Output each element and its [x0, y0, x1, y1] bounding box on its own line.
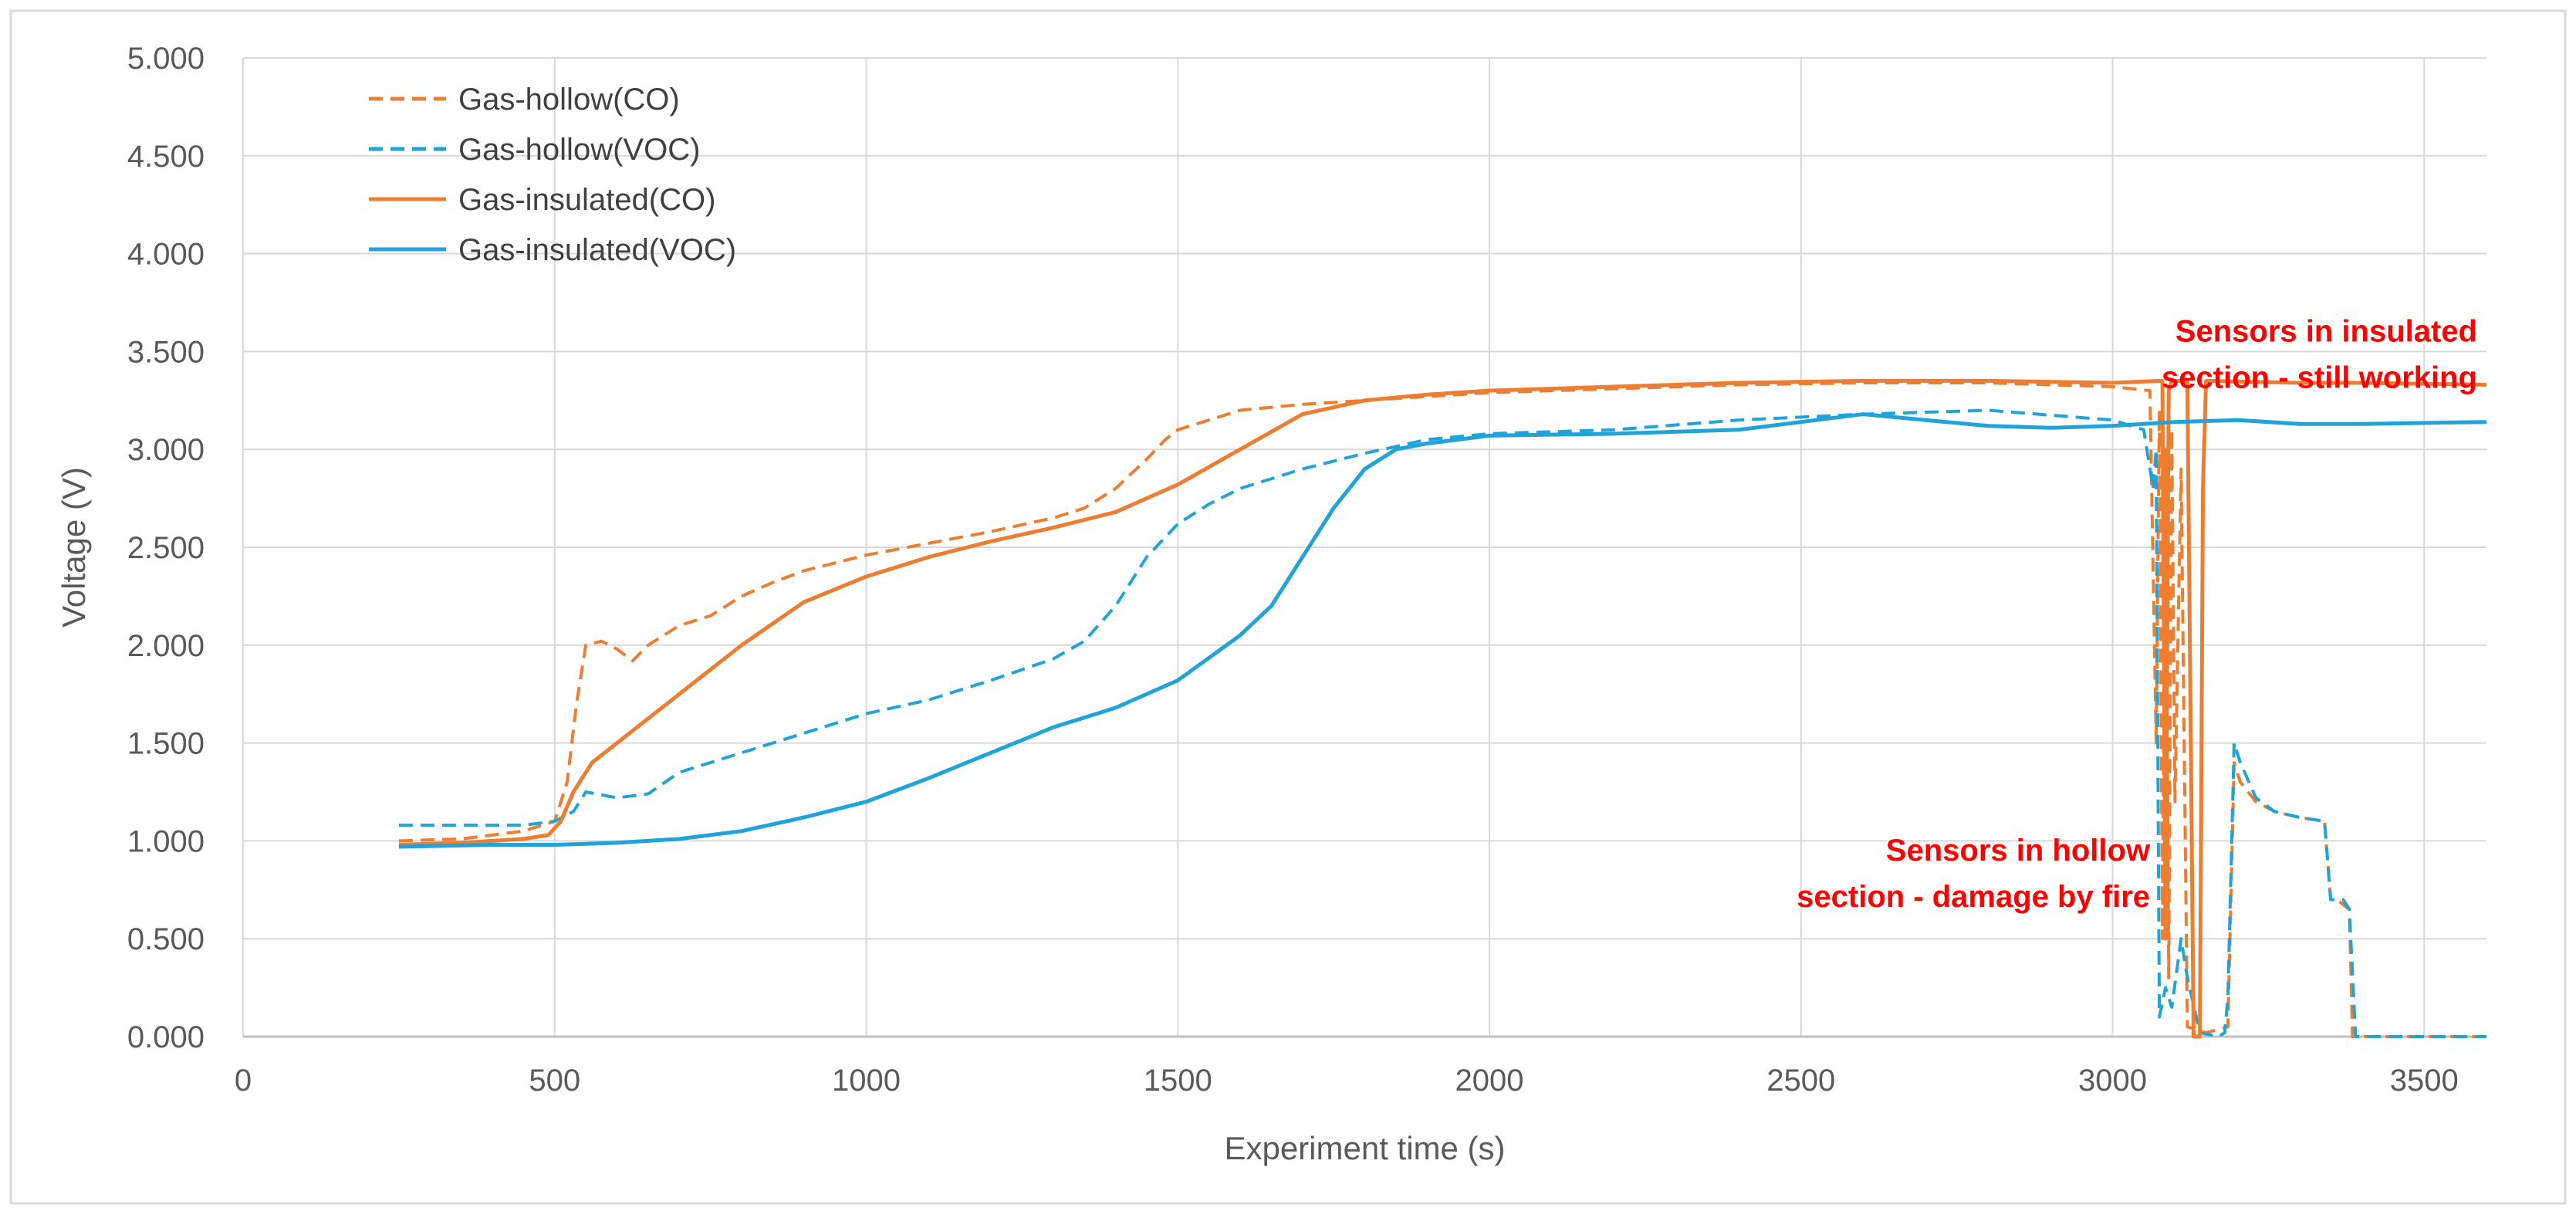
- y-tick-label: 1.000: [127, 824, 205, 858]
- y-tick-label: 3.500: [127, 335, 205, 369]
- x-axis-title: Experiment time (s): [1224, 1130, 1505, 1166]
- chart-background: [9, 9, 2567, 1205]
- annotation-text: Sensors in insulated: [2175, 315, 2477, 349]
- legend: Gas-hollow(CO) Gas-hollow(VOC) Gas-insulat…: [369, 83, 736, 267]
- series-line-gas-hollow-voc: [398, 408, 2486, 1038]
- annotations: Sensors in insulated section - still work…: [1797, 315, 2477, 914]
- legend-label: Gas-insulated(VOC): [458, 233, 736, 267]
- annotation-text: section - still working: [2162, 361, 2477, 395]
- annotation-text: Sensors in hollow: [1886, 834, 2151, 868]
- series-line-gas-insulated-co: [398, 378, 2487, 1039]
- y-tick-label: 2.500: [127, 531, 205, 565]
- x-tick-label: 1500: [1144, 1064, 1212, 1098]
- x-tick-label: 2500: [1766, 1064, 1835, 1098]
- x-tick-label: 2000: [1455, 1064, 1524, 1098]
- x-tick-label: 3000: [2078, 1064, 2147, 1098]
- y-tick-label: 0.500: [127, 922, 205, 956]
- series-lines: [398, 378, 2487, 1039]
- series-line-gas-insulated-voc: [398, 412, 2487, 849]
- tick-labels: 0.000 0.500 1.000 1.500 2.000 2.500 3.000 3.500…: [127, 42, 2459, 1098]
- x-tick-label: 0: [235, 1064, 252, 1098]
- legend-label: Gas-insulated(CO): [458, 183, 715, 217]
- gridlines: [242, 57, 2486, 1037]
- y-axis-title: Voltage (V): [56, 467, 92, 628]
- y-tick-label: 0.000: [127, 1020, 205, 1054]
- y-tick-label: 3.000: [127, 433, 205, 467]
- y-tick-label: 1.500: [127, 727, 205, 761]
- y-tick-label: 5.000: [127, 42, 205, 76]
- legend-label: Gas-hollow(CO): [458, 83, 680, 117]
- x-tick-label: 500: [529, 1064, 580, 1098]
- y-tick-label: 2.000: [127, 629, 205, 663]
- annotation-text: section - damage by fire: [1797, 880, 2150, 914]
- x-tick-label: 3500: [2390, 1064, 2459, 1098]
- y-tick-label: 4.500: [127, 140, 205, 174]
- y-tick-label: 4.000: [127, 238, 205, 272]
- legend-label: Gas-hollow(VOC): [458, 133, 700, 167]
- x-tick-label: 1000: [832, 1064, 901, 1098]
